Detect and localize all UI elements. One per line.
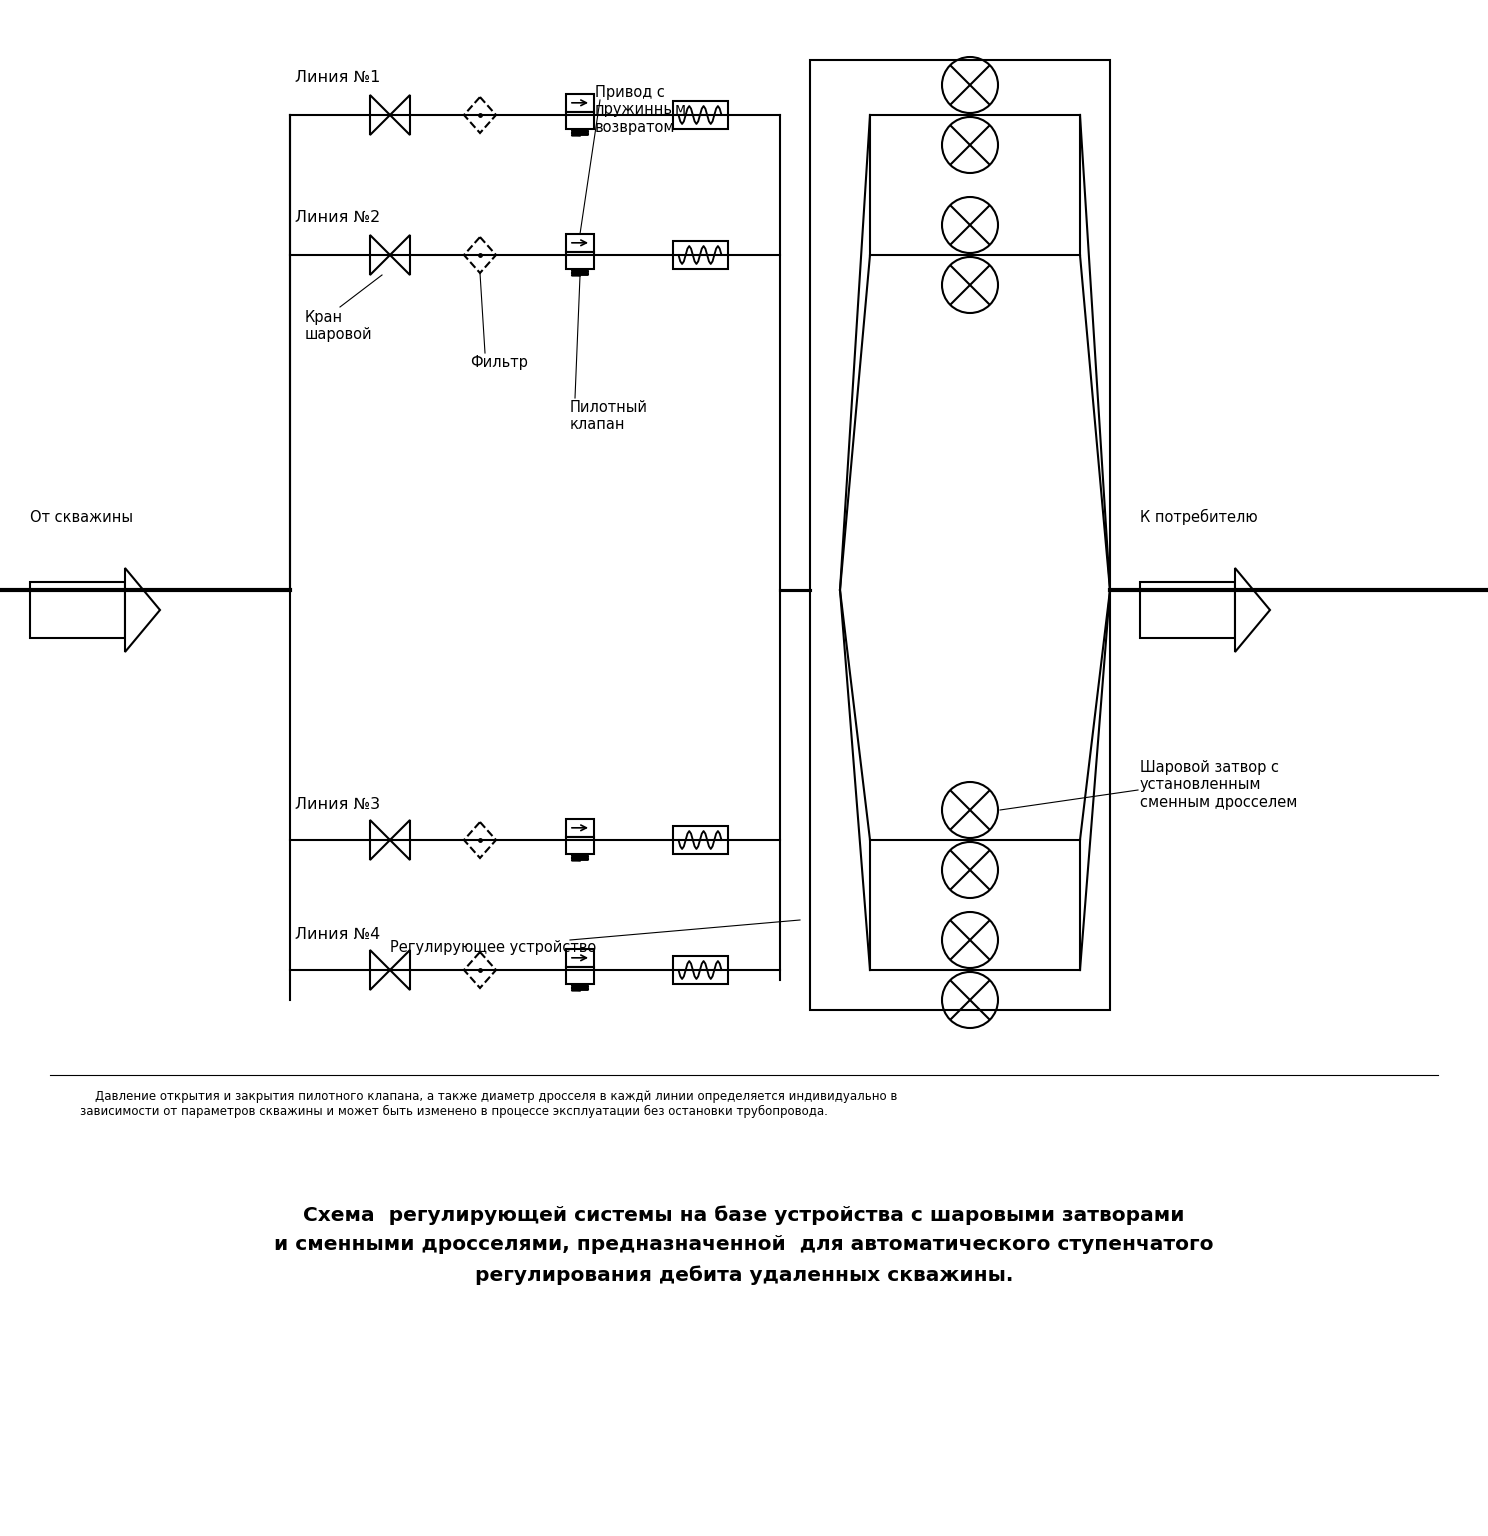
Text: Кран
шаровой: Кран шаровой [305,310,372,343]
Bar [565,819,594,837]
Bar [673,241,728,269]
Text: Пилотный
клапан: Пилотный клапан [570,399,647,433]
Text: От скважины: От скважины [30,510,132,525]
Bar [673,101,728,129]
Text: Привод с
пружинным
возвратом: Привод с пружинным возвратом [595,84,687,135]
Polygon shape [1235,568,1269,651]
Text: Линия №2: Линия №2 [295,210,381,224]
Bar [30,582,125,637]
Bar [673,826,728,854]
Text: Линия №1: Линия №1 [295,71,381,84]
Bar [809,60,1110,1011]
Bar [565,949,594,966]
Bar [565,233,594,252]
Polygon shape [125,568,161,651]
Text: Фильтр: Фильтр [470,355,528,370]
Bar [565,252,594,269]
Text: Регулирующее устройство: Регулирующее устройство [390,940,597,955]
Bar [565,94,594,112]
Text: Схема  регулирующей системы на базе устройства с шаровыми затворами
и сменными д: Схема регулирующей системы на базе устро… [274,1206,1214,1284]
Bar [673,955,728,985]
Text: Шаровой затвор с
установленным
сменным дросселем: Шаровой затвор с установленным сменным д… [1140,760,1298,809]
Text: К потребителю: К потребителю [1140,508,1257,525]
Text: Линия №3: Линия №3 [295,797,379,813]
Bar [565,966,594,985]
Text: Линия №4: Линия №4 [295,928,381,942]
Text: Давление открытия и закрытия пилотного клапана, а также диаметр дросселя в каждй: Давление открытия и закрытия пилотного к… [80,1091,897,1118]
Bar [1140,582,1235,637]
Bar [565,112,594,129]
Bar [565,837,594,854]
